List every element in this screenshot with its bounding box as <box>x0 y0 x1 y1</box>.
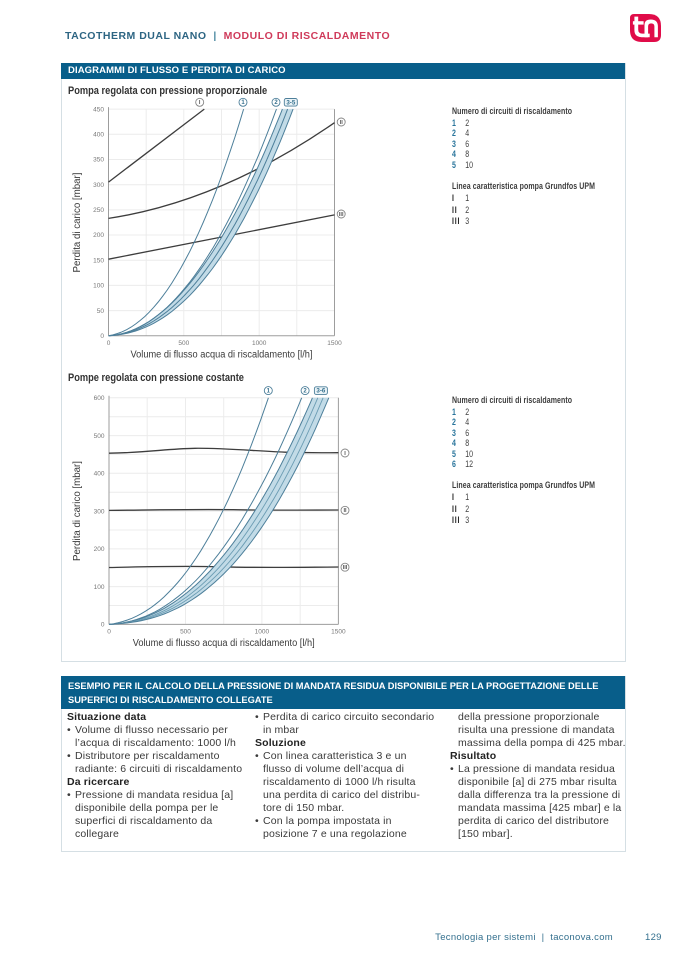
svg-text:1500: 1500 <box>331 628 346 635</box>
svg-text:200: 200 <box>93 232 104 239</box>
svg-text:0: 0 <box>107 628 111 635</box>
svg-text:III: III <box>343 565 348 571</box>
svg-text:I: I <box>199 100 201 106</box>
svg-text:400: 400 <box>93 132 104 139</box>
svg-text:Volume di flusso acqua di risc: Volume di flusso acqua di riscaldamento … <box>131 350 313 361</box>
svg-text:III: III <box>339 212 344 218</box>
svg-text:600: 600 <box>94 395 105 402</box>
svg-text:1: 1 <box>267 388 271 394</box>
svg-text:2: 2 <box>303 388 307 394</box>
svg-text:350: 350 <box>93 157 104 164</box>
svg-text:450: 450 <box>93 106 104 113</box>
svg-text:300: 300 <box>93 182 104 189</box>
svg-text:3-6: 3-6 <box>316 388 326 395</box>
svg-text:500: 500 <box>94 433 105 440</box>
svg-text:400: 400 <box>94 471 105 478</box>
svg-text:200: 200 <box>94 546 105 553</box>
svg-text:Perdita di carico [mbar]: Perdita di carico [mbar] <box>72 461 83 561</box>
svg-text:Perdita di carico [mbar]: Perdita di carico [mbar] <box>72 172 83 272</box>
svg-text:0: 0 <box>101 622 105 629</box>
svg-text:Volume di flusso acqua di risc: Volume di flusso acqua di riscaldamento … <box>133 638 315 649</box>
svg-text:3-5: 3-5 <box>286 99 296 106</box>
svg-text:1000: 1000 <box>252 340 267 347</box>
svg-text:1500: 1500 <box>327 340 342 347</box>
svg-text:150: 150 <box>93 257 104 264</box>
svg-text:50: 50 <box>97 308 105 315</box>
svg-text:500: 500 <box>178 340 189 347</box>
svg-text:0: 0 <box>107 340 111 347</box>
svg-text:1000: 1000 <box>255 628 270 635</box>
svg-text:250: 250 <box>93 207 104 214</box>
svg-text:100: 100 <box>94 584 105 591</box>
svg-text:II: II <box>340 120 344 126</box>
svg-text:2: 2 <box>274 100 278 106</box>
svg-text:II: II <box>343 508 347 514</box>
svg-text:I: I <box>344 451 346 457</box>
svg-text:500: 500 <box>180 628 191 635</box>
svg-text:0: 0 <box>100 333 104 340</box>
svg-text:100: 100 <box>93 283 104 290</box>
svg-text:300: 300 <box>94 508 105 515</box>
svg-text:1: 1 <box>241 100 245 106</box>
